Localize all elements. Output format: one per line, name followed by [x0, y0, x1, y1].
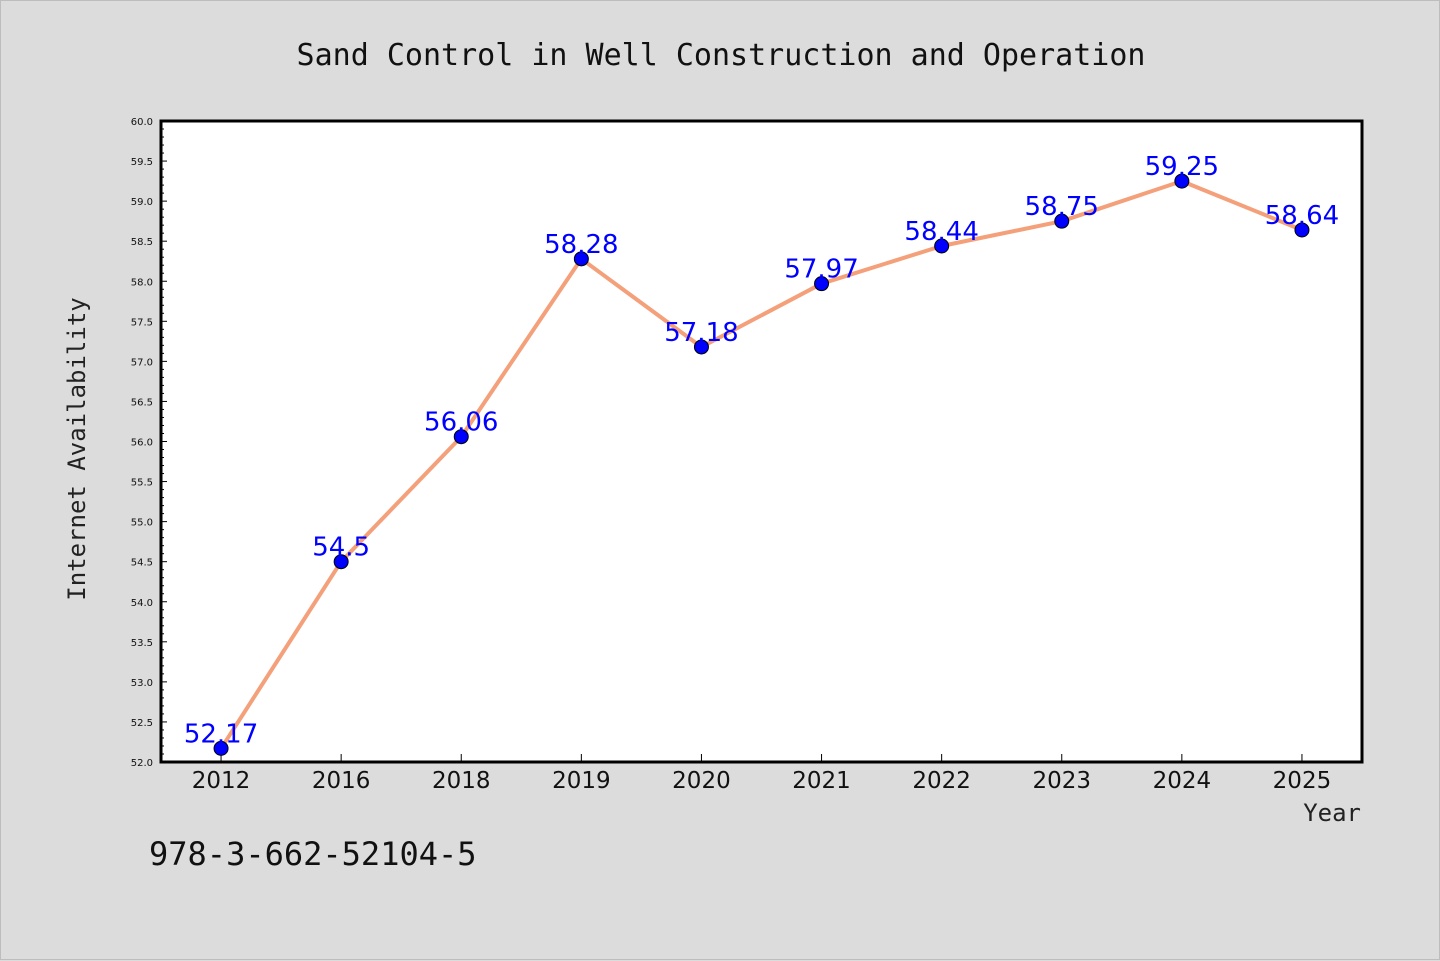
x-tick-label: 2019: [552, 768, 611, 794]
y-tick-label: 53.0: [131, 678, 153, 689]
data-label: 56.06: [424, 408, 498, 438]
y-tick-label: 58.5: [131, 237, 153, 248]
x-tick-label: 2021: [792, 768, 851, 794]
series-layer: [219, 179, 1303, 750]
y-tick-label: 52.0: [131, 758, 153, 769]
y-tick-label: 57.0: [131, 357, 153, 368]
x-tick-label: 2022: [912, 768, 971, 794]
data-point: [934, 238, 950, 254]
series-line: [219, 179, 1303, 750]
y-tick-label: 58.0: [131, 277, 153, 288]
chart-title: Sand Control in Well Construction and Op…: [297, 38, 1146, 73]
data-label: 58.75: [1025, 192, 1099, 222]
marker-layer: [213, 173, 1310, 756]
isbn-footnote: 978-3-662-52104-5: [149, 835, 477, 873]
y-axis-label: Internet Availability: [63, 297, 91, 600]
y-tick-label: 59.0: [131, 197, 153, 208]
data-label: 58.28: [544, 230, 618, 260]
y-tick-label: 56.5: [131, 397, 153, 408]
y-tick-label: 56.0: [131, 438, 153, 449]
y-tick-label: 60.0: [131, 117, 153, 128]
data-label: 54.5: [312, 533, 370, 563]
data-point: [573, 251, 589, 267]
data-point: [693, 339, 709, 355]
data-label: 58.44: [904, 217, 978, 247]
plot-area: [161, 121, 1362, 762]
data-point: [1174, 173, 1190, 189]
data-point: [453, 429, 469, 445]
y-tick-label: 59.5: [131, 157, 153, 168]
y-tick-label: 55.5: [131, 478, 153, 489]
x-tick-label: 2020: [672, 768, 731, 794]
y-tick-label: 57.5: [131, 317, 153, 328]
y-tick-label: 54.5: [131, 558, 153, 569]
data-point: [1054, 213, 1070, 229]
x-tick-label: 2018: [432, 768, 491, 794]
x-tick-label: 2023: [1032, 768, 1091, 794]
y-tick-label: 55.0: [131, 518, 153, 529]
data-point: [213, 740, 229, 756]
data-label: 59.25: [1145, 152, 1219, 182]
x-tick-label: 2016: [312, 768, 371, 794]
x-tick-label: 2024: [1153, 768, 1212, 794]
x-tick-label: 2012: [192, 768, 251, 794]
y-tick-label: 52.5: [131, 718, 153, 729]
plot-border: [159, 119, 1364, 764]
x-tick-label: 2025: [1273, 768, 1332, 794]
data-label: 52.17: [184, 719, 258, 749]
data-label-layer: 52.17 54.5 56.06 58.28 57.18 57.97 58.44 58.75 5…: [184, 152, 1339, 749]
data-point: [333, 554, 349, 570]
data-label: 57.97: [784, 255, 858, 285]
data-point: [1294, 222, 1310, 238]
data-label: 57.18: [664, 318, 738, 348]
x-axis: 2012 2016 2018 2019 2020 2021 2022 2023 2024 2025: [192, 754, 1331, 794]
data-label: 58.64: [1265, 201, 1339, 231]
y-tick-label: 54.0: [131, 598, 153, 609]
y-tick-label: 53.5: [131, 638, 153, 649]
data-point: [814, 276, 830, 292]
x-axis-label: Year: [1303, 799, 1361, 827]
